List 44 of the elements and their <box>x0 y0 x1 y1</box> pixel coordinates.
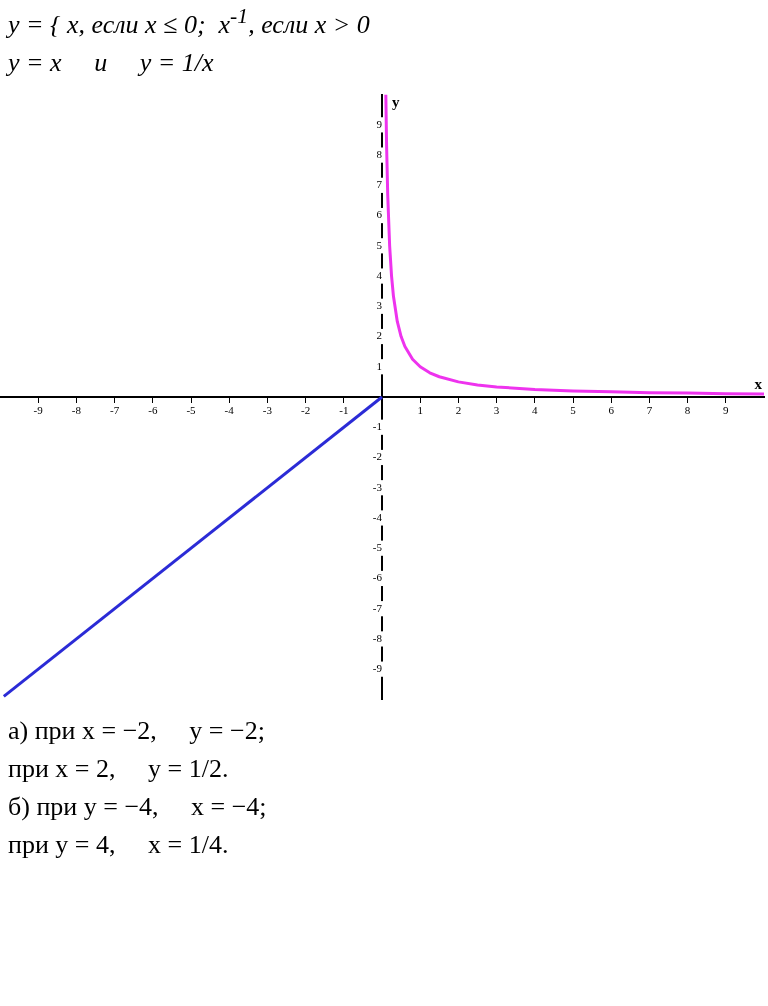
x-tick-label: 6 <box>608 404 615 417</box>
x-tick-label: -8 <box>71 404 82 417</box>
y-tick-label: -7 <box>372 601 383 614</box>
y-tick-label: 2 <box>376 329 382 342</box>
x-tick-label: 4 <box>532 404 539 417</box>
x-tick-label: -3 <box>262 404 273 417</box>
y-tick-label: -5 <box>372 540 383 553</box>
y-tick-label: 3 <box>376 298 383 311</box>
text: при x = 2, y = 1/2. <box>7 752 230 785</box>
x-tick-label: 7 <box>646 404 653 417</box>
y-axis-title: y <box>392 93 400 110</box>
chart-subtitle: y = x и y = 1/x <box>5 46 215 79</box>
x-tick-label: -9 <box>33 404 44 417</box>
y-tick-label: 7 <box>376 177 383 190</box>
y-tick-label: -9 <box>372 661 383 674</box>
text: б) при y = −4, x = −4; <box>7 790 268 823</box>
y-tick-label: -4 <box>372 510 383 523</box>
y-tick-label: -8 <box>372 631 383 644</box>
y-tick-label: 5 <box>376 238 383 251</box>
y-tick-label: -2 <box>372 450 382 463</box>
y-tick-label: 9 <box>376 117 383 130</box>
x-tick-label: -1 <box>339 404 349 417</box>
x-tick-label: 5 <box>570 404 577 417</box>
y-tick-label: -6 <box>372 570 383 583</box>
y-tick-label: 4 <box>376 268 383 281</box>
x-tick-label: -5 <box>186 404 197 417</box>
x-tick-label: 1 <box>417 404 423 417</box>
x-tick-label: -4 <box>224 404 235 417</box>
text: а) при x = −2, y = −2; <box>7 714 266 747</box>
y-tick-label: 6 <box>376 208 383 221</box>
x-tick-label: 3 <box>493 404 500 417</box>
y-tick-label: 1 <box>376 359 382 372</box>
x-tick-label: -2 <box>301 404 311 417</box>
x-axis-title: x <box>754 375 763 392</box>
x-tick-label: 8 <box>684 404 691 417</box>
y-tick-label: -1 <box>372 419 382 432</box>
x-tick-label: 2 <box>455 404 462 417</box>
chart-title: y = { x, если x ≤ 0; x$^{-1}$, если x > 0 <box>5 3 371 41</box>
y-tick-label: -3 <box>372 480 383 493</box>
x-tick-label: 9 <box>723 404 730 417</box>
x-tick-label: -7 <box>110 404 120 417</box>
y-tick-label: 8 <box>376 147 383 160</box>
x-tick-label: -6 <box>148 404 158 417</box>
text: при y = 4, x = 1/4. <box>7 828 230 861</box>
